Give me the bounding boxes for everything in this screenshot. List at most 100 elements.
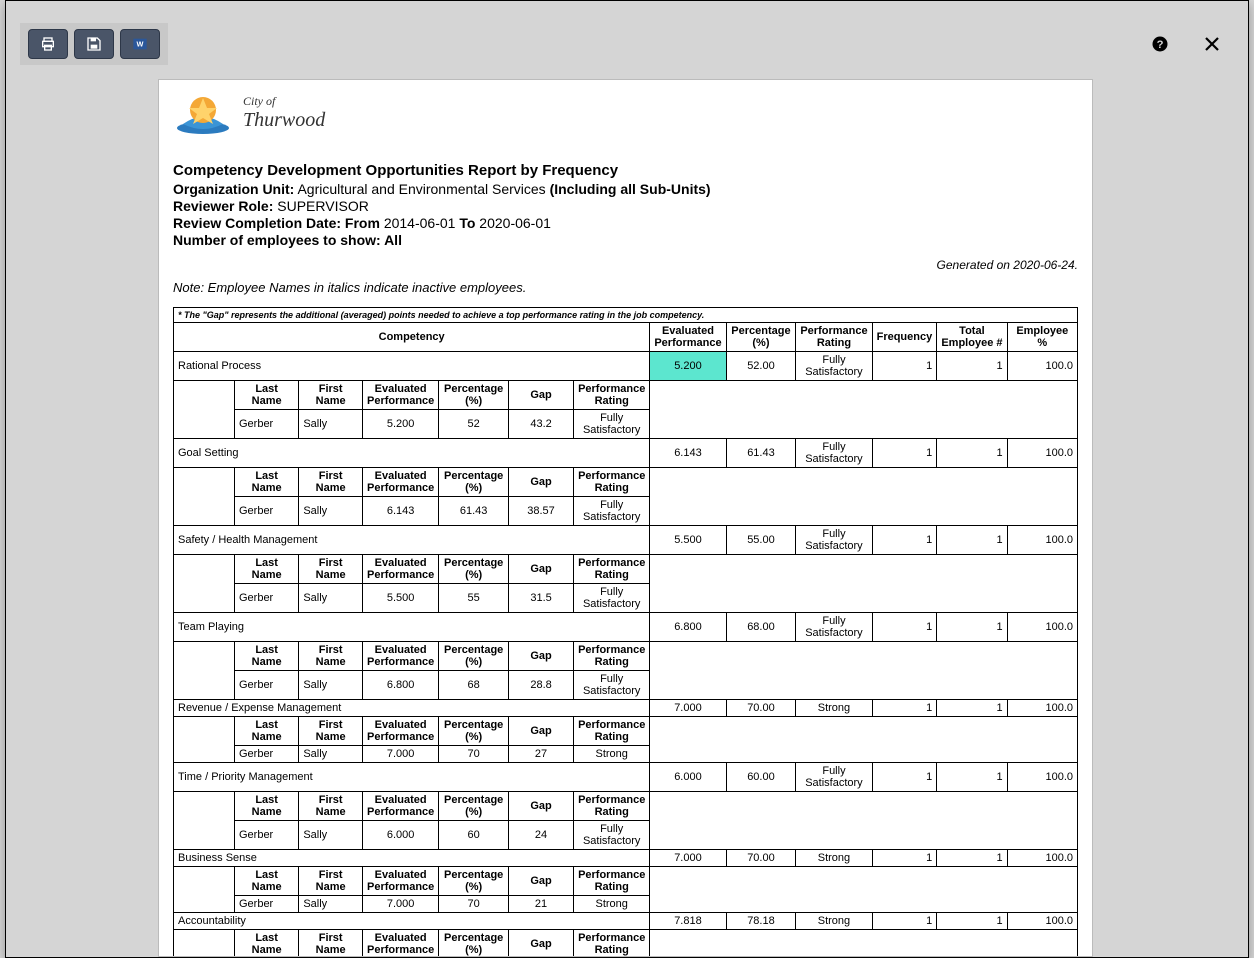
to-label: To — [459, 215, 475, 231]
summary-evalperf: 6.800 — [650, 613, 726, 642]
summary-frequency: 1 — [872, 700, 937, 717]
subhdr-perfrating: Performance Rating — [574, 642, 650, 671]
emp-rating: Fully Satisfactory — [574, 821, 650, 850]
employee-header-row: Last NameFirst NameEvaluated Performance… — [174, 717, 1078, 746]
summary-rating: Strong — [796, 850, 872, 867]
gap-note: * The "Gap" represents the additional (a… — [174, 308, 1078, 323]
emp-firstname: Sally — [299, 410, 363, 439]
emp-percentage: 68 — [439, 671, 509, 700]
subhdr-evalperf: Evaluated Performance — [363, 867, 439, 896]
help-button[interactable]: ? — [1149, 33, 1171, 55]
meta-dates: Review Completion Date: From 2014-06-01 … — [173, 215, 1078, 231]
to-date: 2020-06-01 — [479, 215, 551, 231]
subhdr-firstname: First Name — [299, 381, 363, 410]
emp-gap: 31.5 — [509, 584, 574, 613]
logo-cityof: City of — [243, 95, 325, 108]
emp-lastname: Gerber — [234, 896, 298, 913]
subhdr-percentage: Percentage (%) — [439, 642, 509, 671]
summary-emppct: 100.0 — [1007, 439, 1077, 468]
competency-name: Revenue / Expense Management — [174, 700, 650, 717]
subhdr-lastname: Last Name — [234, 867, 298, 896]
subhdr-perfrating: Performance Rating — [574, 555, 650, 584]
hdr-competency: Competency — [174, 323, 650, 352]
emp-firstname: Sally — [299, 896, 363, 913]
subhdr-lastname: Last Name — [234, 555, 298, 584]
summary-emppct: 100.0 — [1007, 613, 1077, 642]
emp-percentage: 61.43 — [439, 497, 509, 526]
competency-row: Accountability7.81878.18Strong11100.0 — [174, 913, 1078, 930]
summary-frequency: 1 — [872, 613, 937, 642]
subhdr-firstname: First Name — [299, 717, 363, 746]
org-label: Organization Unit: — [173, 181, 294, 197]
competency-row: Team Playing6.80068.00Fully Satisfactory… — [174, 613, 1078, 642]
reviewer-value: SUPERVISOR — [277, 198, 369, 214]
summary-totalemp: 1 — [937, 352, 1007, 381]
subhdr-firstname: First Name — [299, 555, 363, 584]
subhdr-firstname: First Name — [299, 792, 363, 821]
competency-name: Accountability — [174, 913, 650, 930]
summary-rating: Strong — [796, 913, 872, 930]
employee-header-row: Last NameFirst NameEvaluated Performance… — [174, 381, 1078, 410]
subhdr-perfrating: Performance Rating — [574, 930, 650, 958]
summary-frequency: 1 — [872, 352, 937, 381]
export-word-button[interactable]: W — [120, 29, 160, 59]
summary-emppct: 100.0 — [1007, 352, 1077, 381]
summary-totalemp: 1 — [937, 526, 1007, 555]
summary-rating: Fully Satisfactory — [796, 352, 872, 381]
org-suffix: (Including all Sub-Units) — [550, 181, 711, 197]
summary-evalperf: 6.000 — [650, 763, 726, 792]
subhdr-perfrating: Performance Rating — [574, 867, 650, 896]
emp-percentage: 60 — [439, 821, 509, 850]
subhdr-perfrating: Performance Rating — [574, 381, 650, 410]
close-icon — [1203, 35, 1221, 53]
save-button[interactable] — [74, 29, 114, 59]
subhdr-firstname: First Name — [299, 930, 363, 958]
summary-totalemp: 1 — [937, 913, 1007, 930]
summary-frequency: 1 — [872, 913, 937, 930]
emp-firstname: Sally — [299, 497, 363, 526]
emp-evalperf: 6.000 — [363, 821, 439, 850]
summary-evalperf: 7.818 — [650, 913, 726, 930]
subhdr-lastname: Last Name — [234, 717, 298, 746]
employee-header-row: Last NameFirst NameEvaluated Performance… — [174, 642, 1078, 671]
subhdr-gap: Gap — [509, 867, 574, 896]
summary-percentage: 70.00 — [726, 700, 796, 717]
employee-header-row: Last NameFirst NameEvaluated Performance… — [174, 867, 1078, 896]
emp-rating: Strong — [574, 896, 650, 913]
subhdr-lastname: Last Name — [234, 468, 298, 497]
summary-percentage: 78.18 — [726, 913, 796, 930]
emp-percentage: 52 — [439, 410, 509, 439]
summary-percentage: 52.00 — [726, 352, 796, 381]
hdr-emppct: Employee % — [1007, 323, 1077, 352]
subhdr-perfrating: Performance Rating — [574, 468, 650, 497]
emp-gap: 21 — [509, 896, 574, 913]
subhdr-percentage: Percentage (%) — [439, 717, 509, 746]
summary-rating: Fully Satisfactory — [796, 613, 872, 642]
employee-header-row: Last NameFirst NameEvaluated Performance… — [174, 468, 1078, 497]
report-viewport[interactable]: City of Thurwood Competency Development … — [158, 79, 1093, 957]
subhdr-evalperf: Evaluated Performance — [363, 642, 439, 671]
subhdr-firstname: First Name — [299, 468, 363, 497]
subhdr-gap: Gap — [509, 930, 574, 958]
hdr-totalemp: Total Employee # — [937, 323, 1007, 352]
summary-emppct: 100.0 — [1007, 763, 1077, 792]
print-button[interactable] — [28, 29, 68, 59]
subhdr-lastname: Last Name — [234, 642, 298, 671]
summary-evalperf: 5.500 — [650, 526, 726, 555]
competency-name: Team Playing — [174, 613, 650, 642]
subhdr-gap: Gap — [509, 555, 574, 584]
emp-lastname: Gerber — [234, 497, 298, 526]
subhdr-percentage: Percentage (%) — [439, 555, 509, 584]
close-button[interactable] — [1201, 33, 1223, 55]
summary-percentage: 70.00 — [726, 850, 796, 867]
subhdr-lastname: Last Name — [234, 930, 298, 958]
emp-percentage: 70 — [439, 896, 509, 913]
summary-rating: Fully Satisfactory — [796, 526, 872, 555]
emp-lastname: Gerber — [234, 410, 298, 439]
summary-percentage: 61.43 — [726, 439, 796, 468]
emp-gap: 28.8 — [509, 671, 574, 700]
subhdr-firstname: First Name — [299, 867, 363, 896]
emp-evalperf: 7.000 — [363, 896, 439, 913]
meta-numemp: Number of employees to show: All — [173, 232, 1078, 248]
subhdr-evalperf: Evaluated Performance — [363, 555, 439, 584]
